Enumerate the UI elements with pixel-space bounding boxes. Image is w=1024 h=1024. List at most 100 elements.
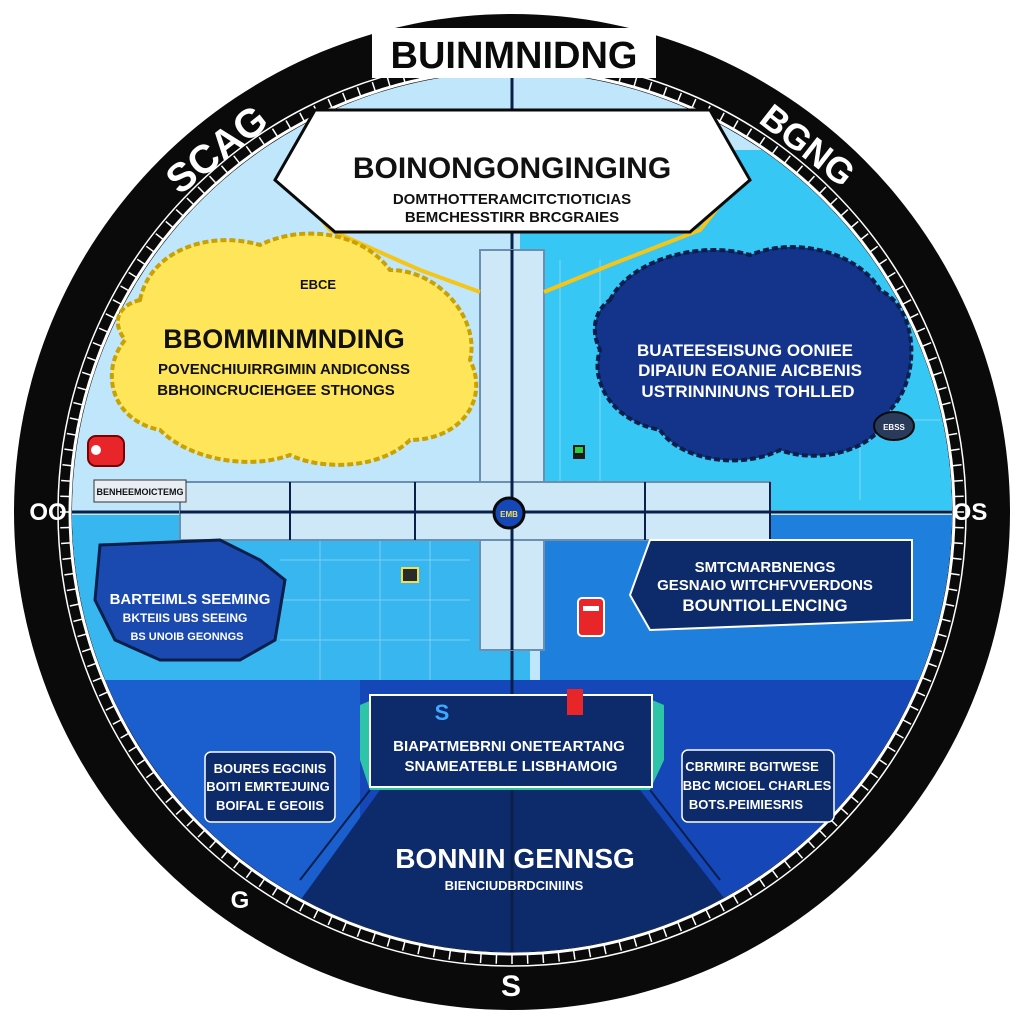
ring-tick xyxy=(902,299,912,305)
ring-tick xyxy=(952,464,962,467)
ring-tick xyxy=(69,603,79,607)
yellow-zone-tag: EBCE xyxy=(300,277,336,292)
ring-tick xyxy=(869,771,879,779)
ring-tick xyxy=(69,417,79,421)
ring-tick xyxy=(878,258,888,265)
ring-tick xyxy=(448,950,452,960)
navy-zone-line1: BUATEESEISUNG OONIEE xyxy=(637,341,853,360)
right-panel-line1: SMTCMARBNENGS xyxy=(695,559,836,576)
yellow-zone-line2: BBHOINCRUCIEHGEE STHONGS xyxy=(157,382,395,399)
ring-tick xyxy=(948,588,958,592)
ring-tick xyxy=(819,186,827,194)
ring-tick xyxy=(245,145,253,155)
ring-tick xyxy=(73,618,83,623)
ring-tick xyxy=(371,81,376,91)
center-badge: EMB xyxy=(492,496,526,530)
marker-red-right xyxy=(577,597,605,637)
ring-tick xyxy=(840,208,849,217)
ring-tick xyxy=(220,850,228,859)
ring-tick xyxy=(796,850,804,859)
ring-tick xyxy=(933,648,943,653)
ring-tick xyxy=(285,895,292,904)
ring-tick xyxy=(77,633,87,638)
ring-tick xyxy=(327,916,333,926)
ring-tick xyxy=(66,432,76,436)
ring-tick xyxy=(64,448,74,452)
left-zone-line1: BARTEIMLS SEEMING xyxy=(110,591,271,608)
ring-tick xyxy=(197,186,205,194)
ring-tick xyxy=(648,933,653,943)
ring-tick xyxy=(128,271,137,278)
ring-tick xyxy=(895,285,904,292)
left-zone-line3: BS UNOIB GEONNGS xyxy=(130,631,243,643)
ring-tick xyxy=(87,662,96,668)
ring-tick xyxy=(572,950,576,960)
ring-title-top: BUINMNIDNG xyxy=(391,35,638,77)
ring-tick xyxy=(633,77,638,87)
ring-tick xyxy=(895,732,904,739)
ring-tick xyxy=(830,197,838,205)
ring-tick xyxy=(432,948,436,958)
ring-tick xyxy=(948,432,958,436)
center-panel-line1: BIAPATMEBRNI ONETEARTANG xyxy=(393,738,625,755)
ring-tick xyxy=(941,401,951,406)
ring-tick xyxy=(860,784,869,791)
ring-tick xyxy=(916,691,926,697)
ring-tick xyxy=(245,869,253,879)
lower-right-line1: CBRMIRE BGITWESE xyxy=(685,759,819,774)
ring-tick xyxy=(887,271,896,278)
ring-tick xyxy=(928,356,937,362)
ring-tick xyxy=(878,759,888,766)
ring-tick xyxy=(945,603,955,607)
ring-tick xyxy=(941,618,951,623)
ring-tick xyxy=(819,830,827,838)
ring-tick xyxy=(771,869,779,879)
top-panel-line1: DOMTHOTTERAMCITCTIOTICIAS xyxy=(393,191,631,208)
ring-tick xyxy=(271,128,278,137)
ring-tick xyxy=(807,840,816,849)
ring-tick xyxy=(937,633,947,638)
ring-tick xyxy=(120,285,129,292)
navy-zone: BUATEESEISUNG OONIEE DIPAIUN EOANIE AICB… xyxy=(592,245,914,463)
ring-tick xyxy=(933,371,943,376)
ring-tick xyxy=(922,341,932,347)
ring-tick xyxy=(66,588,76,592)
ring-tick xyxy=(950,448,960,452)
ring-tick xyxy=(233,155,240,164)
ring-tick xyxy=(92,677,102,683)
ring-tick xyxy=(850,220,859,228)
flag-marker xyxy=(573,445,585,459)
ring-tick xyxy=(186,819,194,827)
ring-tick xyxy=(112,719,122,725)
badge-ne: EBSS xyxy=(873,411,915,441)
ring-tick xyxy=(950,572,960,576)
ring-tick xyxy=(719,112,725,122)
ring-tick xyxy=(175,807,184,816)
ring-tick xyxy=(633,937,638,947)
ring-tick xyxy=(98,691,108,697)
ring-tick xyxy=(588,948,592,958)
ring-tick xyxy=(145,245,155,253)
badge-ne-label: EBSS xyxy=(883,423,905,432)
ring-tick xyxy=(807,175,816,184)
ring-tick xyxy=(356,87,362,96)
ring-tick xyxy=(105,705,115,711)
ring-tick xyxy=(784,155,791,164)
center-badge-label: EMB xyxy=(500,510,518,519)
ring-tick xyxy=(937,386,947,391)
ring-tick xyxy=(662,87,668,96)
ring-tick xyxy=(691,98,697,108)
lower-left-box: BOURES EGCINIS BOITI EMRTEJUING BOIFAL E… xyxy=(204,751,336,823)
ring-tick xyxy=(909,705,919,711)
south-sector xyxy=(250,790,780,952)
ring-tick xyxy=(909,313,919,319)
center-panel-icon: S xyxy=(435,700,450,725)
ring-tick xyxy=(155,233,164,240)
ring-tick xyxy=(784,860,791,869)
bottom-panel-line1: BIENCIUDBRDCINIINS xyxy=(445,878,584,893)
ring-tick xyxy=(691,916,697,926)
ring-tick xyxy=(208,175,217,184)
ring-tick xyxy=(197,830,205,838)
ring-tick xyxy=(258,136,265,146)
ring-tick xyxy=(299,112,305,122)
